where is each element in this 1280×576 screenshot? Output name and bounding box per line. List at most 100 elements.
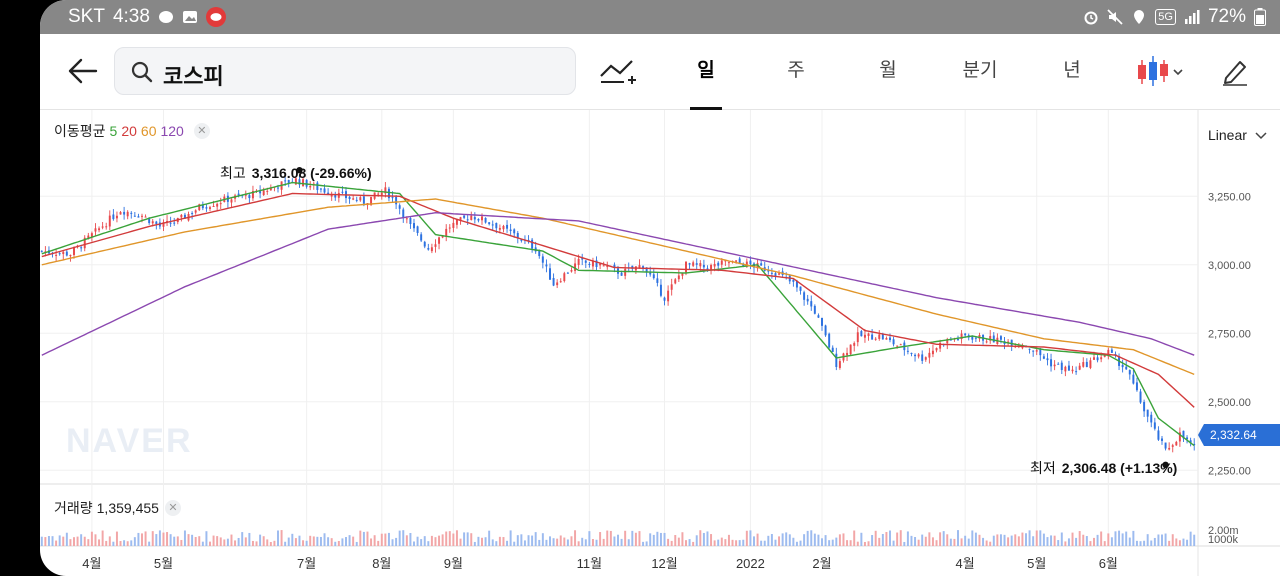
volume-bar [735,540,738,546]
candlestick-type-icon[interactable] [1134,54,1186,90]
volume-bar [108,536,111,546]
volume-bar [989,541,992,546]
candle-body [863,334,866,338]
pencil-icon[interactable] [1220,56,1250,86]
volume-bar [409,532,412,546]
volume-bar [481,537,483,546]
candle-body [513,229,516,234]
candle-body [710,264,713,270]
volume-bar [717,539,720,546]
candle-body [1067,365,1070,371]
volume-bar [355,541,358,546]
volume-bar [667,538,670,546]
tab-month[interactable]: 월 [879,60,897,81]
candle-body [724,260,727,262]
candle-body [906,350,909,352]
y-tick-label: 2,250.00 [1208,465,1251,477]
candle-body [856,332,859,343]
volume-bar [928,532,931,546]
volume-bar [1103,541,1106,546]
remove-volume-icon[interactable]: ✕ [164,500,181,516]
candle-body [1096,357,1099,361]
candle-body [1161,438,1163,441]
volume-bar [631,530,634,546]
candle-body [860,331,863,337]
tab-day[interactable]: 일 [676,34,736,110]
volume-tick-label: 2.00m [1208,525,1239,537]
candle-body [1150,414,1153,423]
status-bar: SKT 4:38 5G 72% [40,0,1280,34]
volume-bar [423,536,426,546]
candle-body [327,192,330,195]
volume-bar [992,535,995,546]
volume-bar [377,540,380,546]
volume-bar [40,536,43,546]
volume-bar [878,537,881,546]
candle-body [1107,349,1110,357]
remove-ma-icon[interactable]: ✕ [193,123,210,139]
volume-bar [1171,534,1174,546]
volume-bar [359,530,362,546]
scale-dropdown[interactable]: Linear [1208,127,1267,143]
candle-body [1050,359,1053,367]
high-marker [296,166,303,174]
candle-body [58,253,61,255]
volume-bar [466,532,469,546]
volume-bar [1168,540,1171,546]
candle-body [420,234,423,241]
candle-body [742,264,745,267]
candle-body [778,273,781,275]
candle-body [359,197,362,201]
volume-bar [1121,533,1124,546]
search-input[interactable]: 코스피 [114,47,576,95]
volume-bar [1067,538,1070,546]
candle-body [921,354,924,361]
volume-bar [853,530,856,546]
volume-bar [141,533,143,546]
candle-body [939,342,942,349]
volume-bar [133,537,136,546]
candle-body [1103,354,1106,357]
candle-body [1146,409,1149,417]
candle-body [62,251,65,255]
price-chart[interactable]: 4월 5월 7월 8월 9월 11월 12월 2022 2월 4월 5월 6월 3,250.00 3,00… [40,110,1280,576]
volume-bar [212,535,215,546]
candle-body [398,205,401,209]
candle-body [735,260,738,262]
volume-bar [455,530,458,546]
add-indicator-icon[interactable] [598,54,638,90]
tab-week[interactable]: 주 [787,60,805,81]
candle-body [1139,391,1142,403]
candle-body [813,305,816,314]
candle-body [466,219,469,221]
search-icon [131,61,153,83]
candle-body [931,350,934,355]
tab-quarter[interactable]: 분기 [962,60,998,81]
volume-bar [69,539,72,546]
volume-bar [269,541,272,546]
volume-bar [126,541,129,546]
volume-bar [115,531,118,546]
candle-body [1157,430,1160,440]
volume-bar [448,531,451,546]
volume-bar [391,539,394,546]
back-arrow-icon[interactable] [66,54,100,88]
volume-bar [194,536,197,546]
candle-body [541,256,544,263]
volume-bar [692,541,695,546]
candle-body [620,272,623,276]
volume-bar [298,535,301,546]
volume-bar [1164,533,1167,546]
tab-year[interactable]: 년 [1063,60,1081,81]
candle-body [130,212,133,214]
candle-body [1125,366,1128,370]
volume-bar [1035,530,1038,546]
candle-body [878,334,881,339]
candle-body [552,277,555,286]
candle-body [119,212,122,215]
candle-body [105,226,108,228]
volume-bar [502,537,505,546]
candle-body [509,229,512,232]
candle-body [341,191,344,193]
volume-bar [706,531,709,546]
